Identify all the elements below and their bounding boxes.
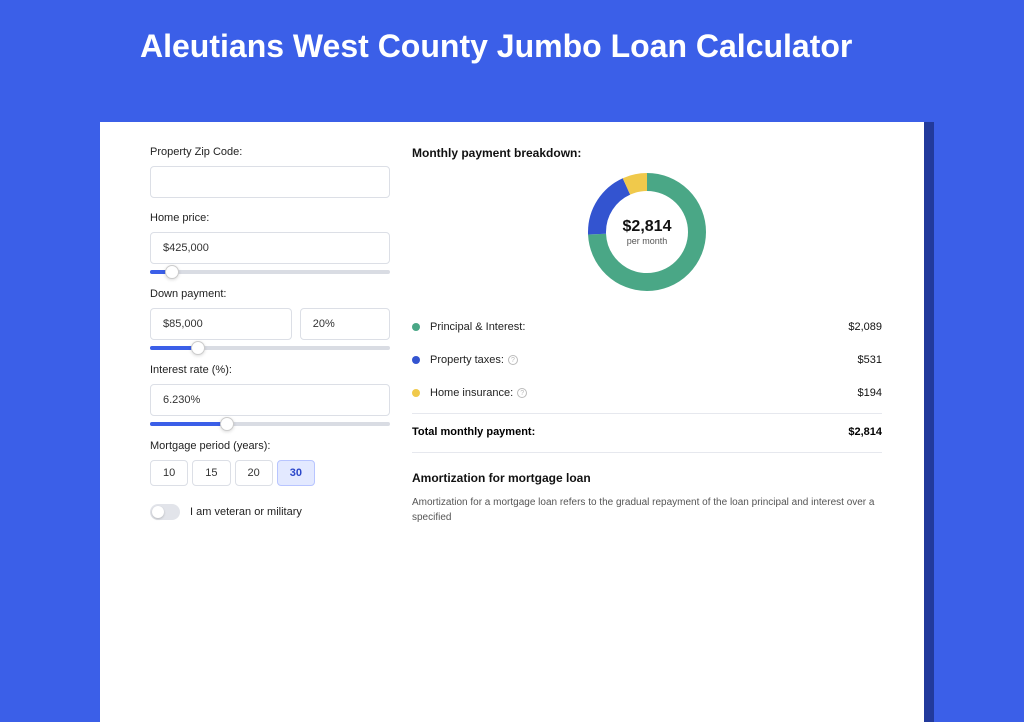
period-option-20[interactable]: 20 — [235, 460, 273, 486]
price-input[interactable] — [150, 232, 390, 264]
legend-dot — [412, 323, 420, 331]
zip-input[interactable] — [150, 166, 390, 198]
legend: Principal & Interest:$2,089Property taxe… — [412, 310, 882, 409]
total-row: Total monthly payment: $2,814 — [412, 413, 882, 452]
zip-field: Property Zip Code: — [150, 146, 390, 198]
veteran-label: I am veteran or military — [190, 506, 302, 518]
breakdown-column: Monthly payment breakdown: $2,814 per mo… — [412, 146, 882, 722]
legend-label: Principal & Interest: — [430, 321, 848, 333]
down-field: Down payment: — [150, 288, 390, 350]
rate-slider[interactable] — [150, 422, 390, 426]
legend-label: Property taxes:? — [430, 354, 858, 366]
down-label: Down payment: — [150, 288, 390, 300]
legend-row: Property taxes:?$531 — [412, 343, 882, 376]
total-value: $2,814 — [848, 426, 882, 438]
down-slider[interactable] — [150, 346, 390, 350]
calculator-panel: Property Zip Code: Home price: Down paym… — [100, 122, 924, 722]
down-percent-input[interactable] — [300, 308, 390, 340]
price-slider[interactable] — [150, 270, 390, 274]
period-options: 10152030 — [150, 460, 390, 486]
veteran-toggle[interactable] — [150, 504, 180, 520]
legend-dot — [412, 389, 420, 397]
info-icon[interactable]: ? — [508, 355, 518, 365]
amortization-title: Amortization for mortgage loan — [412, 471, 882, 485]
donut-center-amount: $2,814 — [623, 218, 672, 236]
legend-row: Home insurance:?$194 — [412, 376, 882, 409]
period-option-10[interactable]: 10 — [150, 460, 188, 486]
legend-dot — [412, 356, 420, 364]
rate-label: Interest rate (%): — [150, 364, 390, 376]
donut-chart: $2,814 per month — [587, 172, 707, 292]
period-option-30[interactable]: 30 — [277, 460, 315, 486]
down-amount-input[interactable] — [150, 308, 292, 340]
donut-center-sub: per month — [627, 236, 668, 246]
period-option-15[interactable]: 15 — [192, 460, 230, 486]
legend-value: $194 — [858, 387, 882, 399]
veteran-row: I am veteran or military — [150, 504, 390, 520]
breakdown-title: Monthly payment breakdown: — [412, 146, 882, 160]
legend-value: $531 — [858, 354, 882, 366]
legend-label: Home insurance:? — [430, 387, 858, 399]
period-label: Mortgage period (years): — [150, 440, 390, 452]
period-field: Mortgage period (years): 10152030 — [150, 440, 390, 486]
rate-field: Interest rate (%): — [150, 364, 390, 426]
input-column: Property Zip Code: Home price: Down paym… — [150, 146, 390, 722]
legend-row: Principal & Interest:$2,089 — [412, 310, 882, 343]
legend-value: $2,089 — [848, 321, 882, 333]
price-label: Home price: — [150, 212, 390, 224]
rate-input[interactable] — [150, 384, 390, 416]
amortization-text: Amortization for a mortgage loan refers … — [412, 495, 882, 525]
total-label: Total monthly payment: — [412, 426, 848, 438]
zip-label: Property Zip Code: — [150, 146, 390, 158]
donut-chart-wrap: $2,814 per month — [412, 172, 882, 292]
info-icon[interactable]: ? — [517, 388, 527, 398]
price-field: Home price: — [150, 212, 390, 274]
amortization-section: Amortization for mortgage loan Amortizat… — [412, 452, 882, 525]
page-title: Aleutians West County Jumbo Loan Calcula… — [0, 0, 1024, 65]
